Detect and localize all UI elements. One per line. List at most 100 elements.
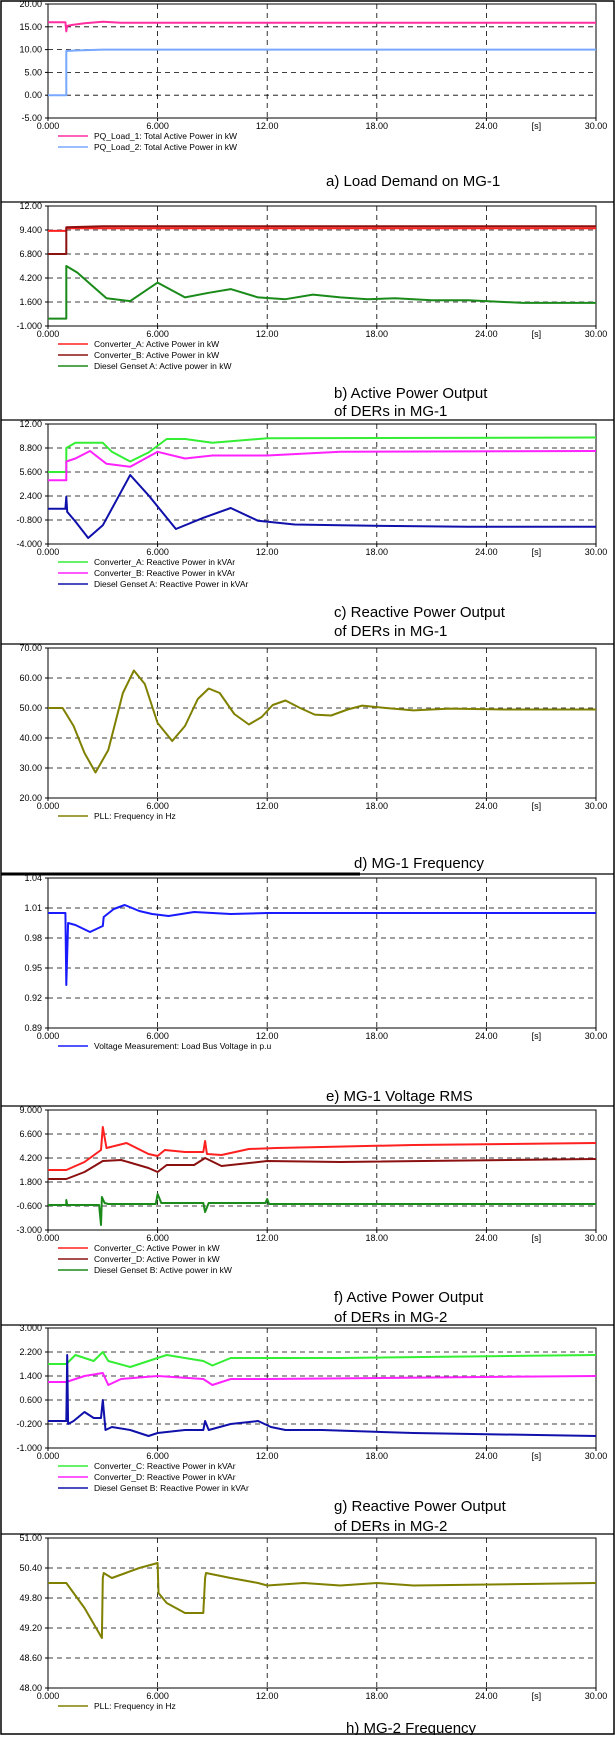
x-tick-label: 6.000 bbox=[146, 121, 169, 131]
y-tick-label: 2.400 bbox=[19, 491, 42, 501]
panel-caption: h) MG-2 Frequency bbox=[346, 1720, 477, 1735]
y-tick-label: -0.600 bbox=[16, 1201, 42, 1211]
y-tick-label: -0.800 bbox=[16, 515, 42, 525]
panel-caption: a) Load Demand on MG-1 bbox=[326, 173, 500, 190]
x-tick-label: 12.00 bbox=[256, 121, 279, 131]
x-tick-label: 30.00 bbox=[585, 801, 608, 811]
y-tick-label: -0.200 bbox=[16, 1419, 42, 1429]
series-line bbox=[48, 48, 596, 97]
plot-area bbox=[47, 205, 597, 327]
series-line bbox=[48, 225, 596, 255]
x-tick-label: 30.00 bbox=[585, 547, 608, 557]
series-line bbox=[48, 1126, 597, 1171]
y-tick-label: 51.00 bbox=[19, 1533, 42, 1543]
x-tick-label: 18.00 bbox=[366, 121, 389, 131]
plot-area bbox=[47, 3, 597, 119]
x-tick-label: 18.00 bbox=[366, 1031, 389, 1041]
y-tick-label: 10.00 bbox=[19, 45, 42, 55]
panel-caption: e) MG-1 Voltage RMS bbox=[326, 1088, 473, 1105]
series-line bbox=[48, 20, 596, 33]
series-line bbox=[48, 1351, 597, 1368]
x-tick-label: 12.00 bbox=[256, 1233, 279, 1243]
y-tick-label: 4.200 bbox=[19, 1153, 42, 1163]
chart-panel-d: 70.00 60.00 50.00 40.00 30.00 20.000.000 6.000… bbox=[19, 643, 607, 872]
y-tick-label: 9.400 bbox=[19, 225, 42, 235]
y-tick-label: 49.20 bbox=[19, 1623, 42, 1633]
x-tick-label: 6.000 bbox=[146, 801, 169, 811]
y-tick-label: 5.00 bbox=[24, 67, 42, 77]
series-line bbox=[48, 1193, 596, 1226]
x-tick-label: 0.000 bbox=[37, 1233, 60, 1243]
x-tick-label: 30.00 bbox=[585, 1691, 608, 1701]
x-tick-label: 30.00 bbox=[585, 1031, 608, 1041]
y-tick-label: 1.04 bbox=[24, 873, 42, 883]
y-tick-label: 12.00 bbox=[19, 201, 42, 211]
series-line bbox=[48, 904, 596, 986]
y-tick-label: 2.200 bbox=[19, 1347, 42, 1357]
x-tick-label: 0.000 bbox=[37, 1451, 60, 1461]
x-unit-label: [s] bbox=[532, 121, 542, 131]
legend-label: Converter_A: Active Power in kW bbox=[94, 339, 219, 349]
y-tick-label: -1.000 bbox=[16, 1443, 42, 1453]
series-line bbox=[48, 265, 596, 320]
y-tick-label: -5.00 bbox=[21, 113, 42, 123]
y-tick-label: 48.60 bbox=[19, 1653, 42, 1663]
x-tick-label: 24.00 bbox=[475, 1451, 498, 1461]
series-line bbox=[48, 669, 596, 774]
y-tick-label: 15.00 bbox=[19, 22, 42, 32]
y-tick-label: 9.000 bbox=[19, 1105, 42, 1115]
plot-area bbox=[47, 1109, 597, 1231]
panel-caption: c) Reactive Power Output of DERs in MG-1 bbox=[334, 604, 506, 640]
y-tick-label: 4.200 bbox=[19, 273, 42, 283]
x-tick-label: 6.000 bbox=[146, 1031, 169, 1041]
legend-label: Diesel Genset A: Active power in kW bbox=[94, 361, 231, 371]
x-unit-label: [s] bbox=[532, 1233, 542, 1243]
x-tick-label: 18.00 bbox=[366, 1233, 389, 1243]
x-tick-label: 18.00 bbox=[366, 1451, 389, 1461]
y-tick-label: 20.00 bbox=[19, 0, 42, 9]
legend-label: Converter_D: Active Power in kW bbox=[94, 1254, 220, 1264]
x-tick-label: 6.000 bbox=[146, 547, 169, 557]
x-tick-label: 12.00 bbox=[256, 801, 279, 811]
y-tick-label: 49.80 bbox=[19, 1593, 42, 1603]
x-tick-label: 0.000 bbox=[37, 547, 60, 557]
x-tick-label: 12.00 bbox=[256, 1691, 279, 1701]
chart-panel-h: 51.00 50.40 49.80 49.20 48.60 48.000.000 6.000… bbox=[19, 1533, 608, 1737]
y-tick-label: 48.00 bbox=[19, 1683, 42, 1693]
panel-caption: b) Active Power Output of DERs in MG-1 bbox=[334, 385, 488, 420]
y-tick-label: 0.95 bbox=[24, 963, 42, 973]
y-tick-label: 8.800 bbox=[19, 443, 42, 453]
x-tick-label: 12.00 bbox=[256, 329, 279, 339]
panel-caption: f) Active Power Output of DERs in MG-2 bbox=[334, 1289, 484, 1326]
legend-label: Diesel Genset B: Active power in kW bbox=[94, 1265, 232, 1275]
x-tick-label: 24.00 bbox=[475, 801, 498, 811]
series-line bbox=[48, 1157, 597, 1180]
legend-label: Converter_A: Reactive Power in kVAr bbox=[94, 557, 235, 567]
y-tick-label: 20.00 bbox=[19, 793, 42, 803]
y-tick-label: 40.00 bbox=[19, 733, 42, 743]
y-tick-label: 3.000 bbox=[19, 1323, 42, 1333]
legend-label: Converter_D: Reactive Power in kVAr bbox=[94, 1472, 236, 1482]
legend-label: PQ_Load_2: Total Active Power in kW bbox=[94, 142, 237, 152]
x-unit-label: [s] bbox=[532, 547, 542, 557]
legend-label: Diesel Genset B: Reactive Power in kVAr bbox=[94, 1483, 249, 1493]
x-unit-label: [s] bbox=[532, 1691, 542, 1701]
legend-label: PLL: Frequency in Hz bbox=[94, 811, 176, 821]
x-tick-label: 24.00 bbox=[475, 1233, 498, 1243]
y-tick-label: 0.89 bbox=[24, 1023, 42, 1033]
legend-label: Converter_C: Reactive Power in kVAr bbox=[94, 1461, 236, 1471]
panel-caption: g) Reactive Power Output of DERs in MG-2 bbox=[334, 1498, 507, 1535]
y-tick-label: 6.800 bbox=[19, 249, 42, 259]
y-tick-label: 0.600 bbox=[19, 1395, 42, 1405]
x-tick-label: 18.00 bbox=[366, 547, 389, 557]
y-tick-label: -4.000 bbox=[16, 539, 42, 549]
x-tick-label: 0.000 bbox=[37, 121, 60, 131]
legend-label: Voltage Measurement: Load Bus Voltage in… bbox=[94, 1041, 271, 1051]
x-tick-label: 0.000 bbox=[37, 801, 60, 811]
y-tick-label: 0.92 bbox=[24, 993, 42, 1003]
x-tick-label: 24.00 bbox=[475, 1691, 498, 1701]
